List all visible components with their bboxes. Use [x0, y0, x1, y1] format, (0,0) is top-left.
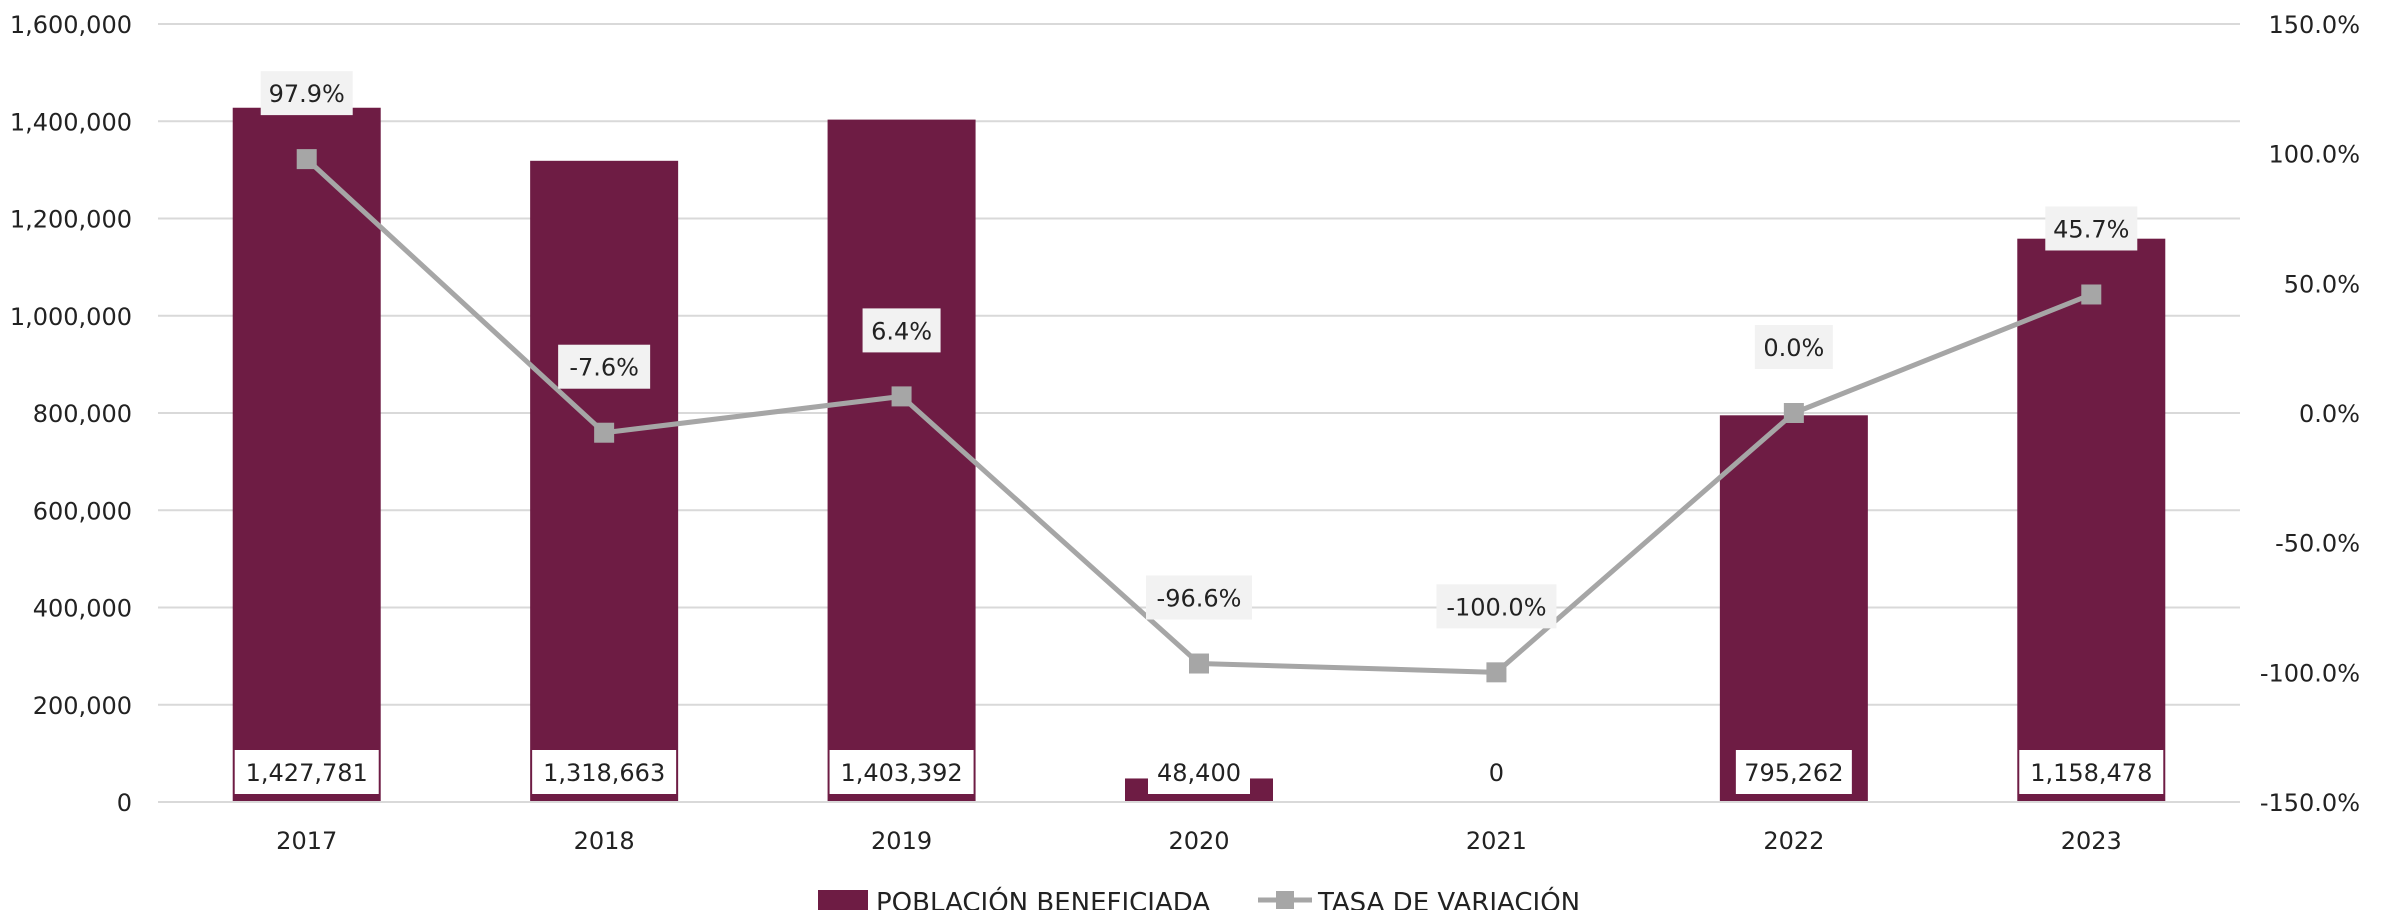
- bar-label-background: [532, 750, 677, 794]
- bar-data-label: 0: [1489, 759, 1504, 787]
- line-marker: [1486, 662, 1507, 683]
- line-marker: [891, 386, 912, 407]
- legend-bar-swatch: [818, 890, 868, 910]
- line-label-background: [1436, 584, 1557, 629]
- bar-label-background: [1735, 750, 1852, 794]
- x-tick-label: 2019: [871, 827, 932, 855]
- left-y-tick-label: 400,000: [33, 595, 132, 623]
- line-marker: [296, 149, 317, 170]
- bar: [2017, 238, 2166, 803]
- line-marker: [594, 422, 615, 443]
- bar: [530, 160, 679, 802]
- gridlines: [158, 23, 2240, 803]
- left-y-tick-label: 1,000,000: [10, 303, 132, 331]
- bar-data-label: 1,318,663: [543, 759, 665, 787]
- bar-series: [232, 107, 2166, 803]
- line-label-background: [862, 308, 941, 353]
- line-data-label: 0.0%: [1763, 334, 1824, 362]
- left-y-tick-label: 600,000: [33, 497, 132, 525]
- x-tick-label: 2022: [1763, 827, 1824, 855]
- bar-label-background: [1148, 750, 1250, 794]
- line-label-background: [260, 71, 353, 116]
- x-tick-label: 2020: [1168, 827, 1229, 855]
- line-series: [296, 149, 2102, 683]
- right-y-tick-label: 150.0%: [2268, 11, 2360, 39]
- line-data-label: 45.7%: [2053, 215, 2129, 243]
- x-tick-label: 2023: [2061, 827, 2122, 855]
- legend-bar-label: POBLACIÓN BENEFICIADA: [876, 886, 1210, 910]
- line-label-background: [1146, 575, 1252, 620]
- left-y-tick-label: 200,000: [33, 692, 132, 720]
- left-y-axis: 0 200,000 400,000 600,000 800,000 1,000,000 1,…: [10, 11, 132, 817]
- left-y-tick-label: 0: [117, 789, 132, 817]
- legend: POBLACIÓN BENEFICIADA TASA DE VARIACIÓN: [818, 886, 1580, 910]
- line-data-label: 97.9%: [269, 80, 345, 108]
- x-tick-label: 2018: [574, 827, 635, 855]
- legend-line-label: TASA DE VARIACIÓN: [1317, 886, 1580, 910]
- line-label-background: [558, 344, 651, 389]
- x-axis: 2017 2018 2019 2020 2021 2022 2023: [158, 801, 2240, 855]
- bar-data-label: 1,158,478: [2030, 759, 2152, 787]
- line-marker: [1189, 653, 1209, 674]
- right-y-tick-label: -100.0%: [2260, 659, 2360, 687]
- left-y-tick-label: 800,000: [33, 400, 132, 428]
- line-marker: [2081, 284, 2102, 305]
- line-data-label: -7.6%: [569, 354, 639, 382]
- line-data-label: -100.0%: [1446, 593, 1546, 621]
- bar-data-label: 1,403,392: [840, 759, 962, 787]
- bar-data-label: 48,400: [1157, 759, 1241, 787]
- bar: [232, 107, 381, 803]
- right-y-tick-label: 100.0%: [2268, 141, 2360, 169]
- line-label-background: [1754, 325, 1833, 369]
- line-label-background: [2045, 206, 2138, 251]
- right-y-axis: -150.0% -100.0% -50.0% 0.0% 50.0% 100.0% 150.0…: [2260, 11, 2360, 817]
- line-data-label: -96.6%: [1157, 585, 1242, 613]
- right-y-tick-label: 50.0%: [2284, 270, 2360, 298]
- line-data-label: 6.4%: [871, 317, 932, 345]
- x-tick-label: 2021: [1466, 827, 1527, 855]
- bar-data-label: 795,262: [1744, 759, 1843, 787]
- line-marker: [1783, 403, 1804, 423]
- bar: [1719, 415, 1868, 802]
- x-tick-label: 2017: [276, 827, 337, 855]
- bar-label-background: [2019, 750, 2164, 794]
- right-y-tick-label: 0.0%: [2299, 400, 2360, 428]
- line-data-labels: 97.9% -7.6% 6.4% -96.6% -100.0% 0.0% 45.7%: [260, 71, 2138, 629]
- bar-data-label: 1,427,781: [246, 759, 368, 787]
- bar-label-background: [1480, 750, 1513, 794]
- bar-data-labels: 1,427,781 1,318,663 1,403,392 48,400 0 795,26…: [234, 750, 2164, 794]
- bar: [827, 119, 976, 802]
- legend-line-marker: [1276, 891, 1294, 909]
- bar-label-background: [829, 750, 974, 794]
- right-y-tick-label: -150.0%: [2260, 789, 2360, 817]
- left-y-tick-label: 1,600,000: [10, 11, 132, 39]
- bar-label-background: [234, 750, 379, 794]
- right-y-tick-label: -50.0%: [2275, 530, 2360, 558]
- left-y-tick-label: 1,400,000: [10, 108, 132, 136]
- left-y-tick-label: 1,200,000: [10, 206, 132, 234]
